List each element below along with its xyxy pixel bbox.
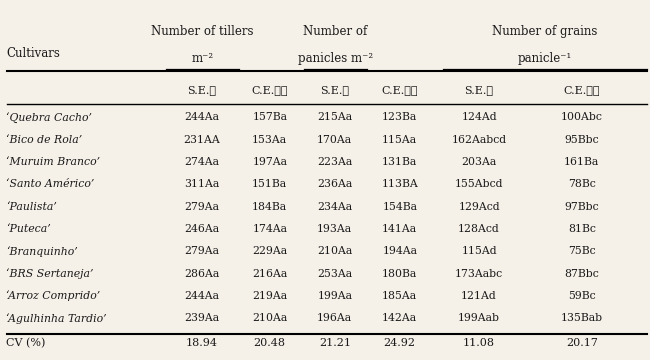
Text: 196Aa: 196Aa [317, 313, 352, 323]
Text: 24.92: 24.92 [384, 338, 416, 348]
Text: 113BA: 113BA [382, 179, 418, 189]
Text: 199Aa: 199Aa [317, 291, 352, 301]
Text: 78Bc: 78Bc [568, 179, 595, 189]
Text: 210Aa: 210Aa [317, 246, 352, 256]
Text: ‘Arroz Comprido’: ‘Arroz Comprido’ [6, 291, 101, 301]
Text: 18.94: 18.94 [185, 338, 218, 348]
Text: C.E.★★: C.E.★★ [564, 85, 600, 95]
Text: 184Ba: 184Ba [252, 202, 287, 212]
Text: 170Aa: 170Aa [317, 135, 352, 145]
Text: Number of grains: Number of grains [492, 25, 598, 38]
Text: 123Ba: 123Ba [382, 112, 417, 122]
Text: Number of: Number of [304, 25, 367, 38]
Text: 194Aa: 194Aa [382, 246, 417, 256]
Text: 223Aa: 223Aa [317, 157, 352, 167]
Text: 193Aa: 193Aa [317, 224, 352, 234]
Text: 124Ad: 124Ad [462, 112, 497, 122]
Text: ‘Paulista’: ‘Paulista’ [6, 202, 57, 212]
Text: C.E.★★: C.E.★★ [382, 85, 418, 95]
Text: 153Aa: 153Aa [252, 135, 287, 145]
Text: 128Acd: 128Acd [458, 224, 500, 234]
Text: 236Aa: 236Aa [317, 179, 352, 189]
Text: 279Aa: 279Aa [184, 202, 219, 212]
Text: 157Ba: 157Ba [252, 112, 287, 122]
Text: 197Aa: 197Aa [252, 157, 287, 167]
Text: C.E.★★: C.E.★★ [252, 85, 288, 95]
Text: 203Aa: 203Aa [462, 157, 497, 167]
Text: 311Aa: 311Aa [184, 179, 219, 189]
Text: 162Aabcd: 162Aabcd [452, 135, 506, 145]
Text: 286Aa: 286Aa [184, 269, 219, 279]
Text: 115Ad: 115Ad [462, 246, 497, 256]
Text: 95Bbc: 95Bbc [564, 135, 599, 145]
Text: 97Bbc: 97Bbc [564, 202, 599, 212]
Text: Cultivars: Cultivars [6, 46, 60, 60]
Text: 174Aa: 174Aa [252, 224, 287, 234]
Text: 11.08: 11.08 [463, 338, 495, 348]
Text: 244Aa: 244Aa [184, 291, 219, 301]
Text: Number of tillers: Number of tillers [151, 25, 254, 38]
Text: panicles m⁻²: panicles m⁻² [298, 52, 373, 65]
Text: 135Bab: 135Bab [561, 313, 603, 323]
Text: ‘Bico de Rola’: ‘Bico de Rola’ [6, 135, 83, 145]
Text: 151Ba: 151Ba [252, 179, 287, 189]
Text: 274Aa: 274Aa [184, 157, 219, 167]
Text: 210Aa: 210Aa [252, 313, 287, 323]
Text: 229Aa: 229Aa [252, 246, 287, 256]
Text: panicle⁻¹: panicle⁻¹ [518, 52, 572, 65]
Text: 154Ba: 154Ba [382, 202, 417, 212]
Text: 161Ba: 161Ba [564, 157, 599, 167]
Text: ‘Agulhinha Tardio’: ‘Agulhinha Tardio’ [6, 313, 107, 324]
Text: ‘Puteca’: ‘Puteca’ [6, 224, 51, 234]
Text: 87Bbc: 87Bbc [564, 269, 599, 279]
Text: CV (%): CV (%) [6, 338, 46, 348]
Text: S.E.★: S.E.★ [320, 85, 349, 95]
Text: 215Aa: 215Aa [317, 112, 352, 122]
Text: 234Aa: 234Aa [317, 202, 352, 212]
Text: 100Abc: 100Abc [561, 112, 603, 122]
Text: 239Aa: 239Aa [184, 313, 219, 323]
Text: 180Ba: 180Ba [382, 269, 417, 279]
Text: 142Aa: 142Aa [382, 313, 417, 323]
Text: 20.48: 20.48 [254, 338, 286, 348]
Text: S.E.★: S.E.★ [187, 85, 216, 95]
Text: 253Aa: 253Aa [317, 269, 352, 279]
Text: 216Aa: 216Aa [252, 269, 287, 279]
Text: 129Acd: 129Acd [458, 202, 500, 212]
Text: 246Aa: 246Aa [184, 224, 219, 234]
Text: 121Ad: 121Ad [462, 291, 497, 301]
Text: 21.21: 21.21 [318, 338, 351, 348]
Text: 75Bc: 75Bc [568, 246, 595, 256]
Text: 59Bc: 59Bc [568, 291, 595, 301]
Text: 231AA: 231AA [183, 135, 220, 145]
Text: ‘Muruim Branco’: ‘Muruim Branco’ [6, 157, 101, 167]
Text: 155Abcd: 155Abcd [455, 179, 503, 189]
Text: 20.17: 20.17 [566, 338, 598, 348]
Text: 115Aa: 115Aa [382, 135, 417, 145]
Text: 173Aabc: 173Aabc [455, 269, 503, 279]
Text: 279Aa: 279Aa [184, 246, 219, 256]
Text: 219Aa: 219Aa [252, 291, 287, 301]
Text: ‘BRS Sertaneja’: ‘BRS Sertaneja’ [6, 268, 94, 279]
Text: ‘Quebra Cacho’: ‘Quebra Cacho’ [6, 112, 92, 123]
Text: ‘Santo Américo’: ‘Santo Américo’ [6, 179, 95, 189]
Text: S.E.★: S.E.★ [465, 85, 493, 95]
Text: m⁻²: m⁻² [191, 52, 214, 65]
Text: 81Bc: 81Bc [568, 224, 595, 234]
Text: ‘Branquinho’: ‘Branquinho’ [6, 246, 78, 257]
Text: 185Aa: 185Aa [382, 291, 417, 301]
Text: 199Aab: 199Aab [458, 313, 500, 323]
Text: 141Aa: 141Aa [382, 224, 417, 234]
Text: 131Ba: 131Ba [382, 157, 417, 167]
Text: 244Aa: 244Aa [184, 112, 219, 122]
